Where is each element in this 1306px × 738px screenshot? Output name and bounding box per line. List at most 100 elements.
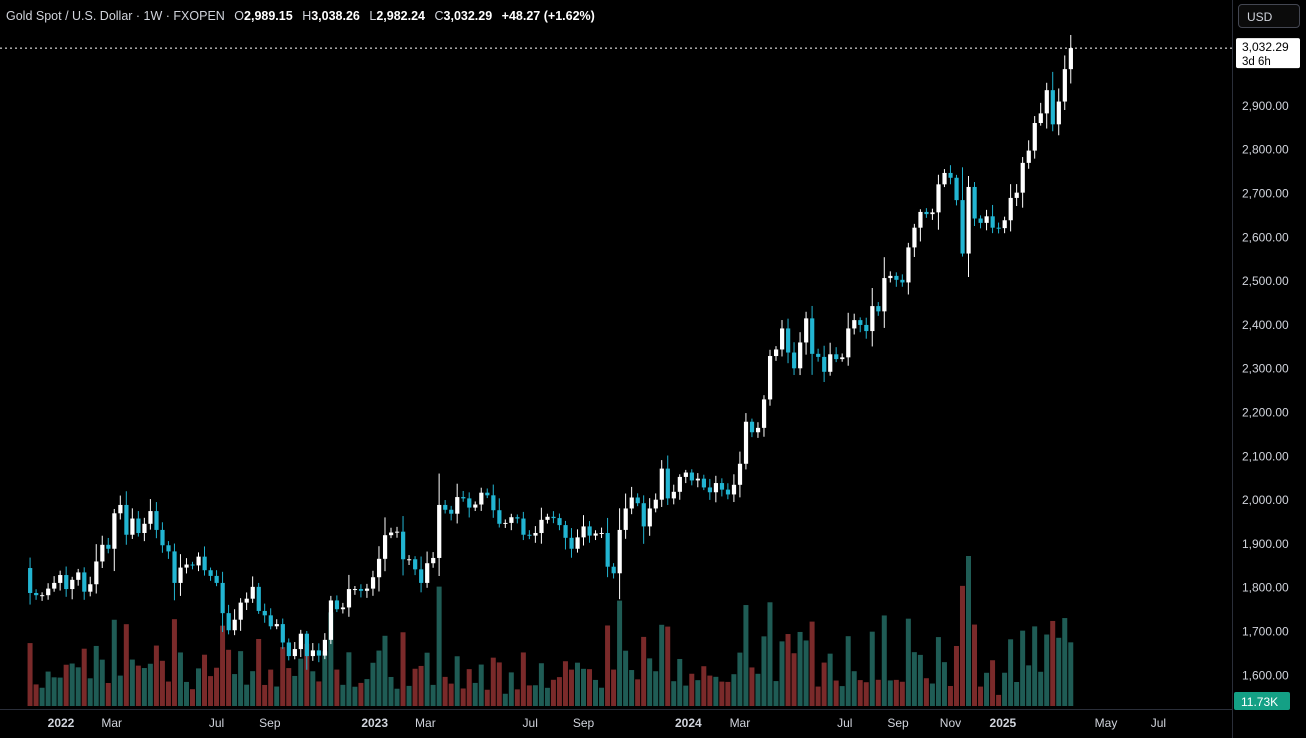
time-axis[interactable]: 2022 Mar Jul Sep 2023 Mar Jul Sep 2024 Mar Jul Sep N… xyxy=(48,716,1166,730)
volume-bar xyxy=(63,664,69,706)
volume-bar xyxy=(93,645,99,706)
volume-bar xyxy=(490,657,496,706)
candle-body xyxy=(641,503,646,527)
volume-bar xyxy=(749,667,755,706)
candle-body xyxy=(298,633,303,650)
candle-body xyxy=(587,526,592,536)
candle-body xyxy=(755,427,761,433)
candle-body xyxy=(280,624,285,643)
candle-body xyxy=(1020,162,1025,193)
candle-body xyxy=(334,600,340,610)
volume-bar xyxy=(171,619,177,706)
candle-body xyxy=(629,497,634,509)
volume-bar xyxy=(761,636,767,706)
volume-bar xyxy=(1056,637,1062,706)
volume-bar xyxy=(520,652,526,706)
volume-bar xyxy=(69,663,75,706)
candle-body xyxy=(846,328,851,358)
volume-bar xyxy=(647,658,653,706)
time-tick-label: Sep xyxy=(887,716,909,730)
volume-bar xyxy=(917,654,923,706)
time-tick-label: 2022 xyxy=(48,716,75,730)
volume-tag: 11.73K xyxy=(1234,692,1290,710)
volume-bar xyxy=(328,612,334,706)
volume-bar xyxy=(923,678,929,706)
price-tick-label: 2,000.00 xyxy=(1242,493,1289,507)
candle-body xyxy=(533,532,538,536)
candle-body xyxy=(707,487,713,493)
volume-bar xyxy=(256,638,262,706)
volume-bar xyxy=(1050,620,1056,706)
candle-body xyxy=(701,478,707,488)
candle-body xyxy=(274,624,279,627)
candle-body xyxy=(623,508,628,530)
candle-body xyxy=(810,318,815,354)
volume-bar xyxy=(863,682,869,706)
candle-body xyxy=(725,489,731,495)
volume-bar xyxy=(208,676,214,706)
candle-body xyxy=(425,563,430,583)
candle-body xyxy=(894,275,899,280)
candle-body xyxy=(437,504,442,558)
volume-bar xyxy=(87,678,93,706)
candle-body xyxy=(443,504,448,510)
candle-body xyxy=(888,275,893,279)
volume-bar xyxy=(574,662,580,706)
symbol-title[interactable]: Gold Spot / U.S. Dollar · 1W · FXOPEN xyxy=(6,9,225,23)
candle-body xyxy=(1014,192,1019,198)
candle-body xyxy=(852,320,857,329)
price-tick-label: 2,300.00 xyxy=(1242,362,1289,376)
candle-body xyxy=(28,568,33,593)
volume-bar xyxy=(947,685,953,706)
candle-body xyxy=(924,211,929,215)
volume-bar xyxy=(773,681,779,706)
volume-bar xyxy=(755,673,761,706)
candle-body xyxy=(473,504,478,508)
volume-bar xyxy=(39,687,45,706)
volume-bar xyxy=(364,679,370,706)
candle-body xyxy=(322,639,328,656)
candle-body xyxy=(419,569,424,583)
candle-body xyxy=(635,497,640,504)
volume-bar xyxy=(153,645,159,706)
volume-bar xyxy=(905,618,911,706)
candle-body xyxy=(569,537,574,549)
candle-body xyxy=(804,318,809,343)
price-axis[interactable]: 1,600.00 1,700.00 1,800.00 1,900.00 2,000.00… xyxy=(1242,11,1289,682)
candle-body xyxy=(840,357,845,360)
candle-body xyxy=(178,567,183,583)
volume-bar xyxy=(202,654,208,706)
time-tick-label: Jul xyxy=(523,716,538,730)
candle-body xyxy=(816,353,821,357)
volume-bar xyxy=(581,668,586,706)
volume-bar xyxy=(177,652,183,706)
volume-bar xyxy=(117,675,123,706)
volume-bars xyxy=(27,556,1074,706)
candle-body xyxy=(382,535,388,559)
candle-body xyxy=(966,186,971,254)
candle-body xyxy=(545,516,550,520)
candle-body xyxy=(509,517,514,523)
candle-body xyxy=(76,572,81,580)
volume-bar xyxy=(935,637,941,706)
candle-body xyxy=(340,607,346,610)
candle-body xyxy=(677,476,682,492)
close-label: C xyxy=(434,9,444,23)
volume-bar xyxy=(484,689,490,706)
volume-bar xyxy=(99,659,105,706)
volume-bar xyxy=(845,636,851,706)
volume-bar xyxy=(821,662,827,706)
candle-body xyxy=(238,602,243,620)
countdown-label: 3d 6h xyxy=(1242,56,1271,68)
volume-bar xyxy=(147,663,153,706)
candle-body xyxy=(1056,101,1061,125)
candle-body xyxy=(942,172,947,185)
volume-bar xyxy=(442,676,448,706)
candle-body xyxy=(413,559,418,570)
volume-bar xyxy=(238,651,244,706)
volume-value-label: 11.73K xyxy=(1241,695,1278,709)
candle-body xyxy=(1068,48,1073,70)
currency-button[interactable]: USD xyxy=(1238,4,1300,28)
candle-body xyxy=(34,592,39,596)
